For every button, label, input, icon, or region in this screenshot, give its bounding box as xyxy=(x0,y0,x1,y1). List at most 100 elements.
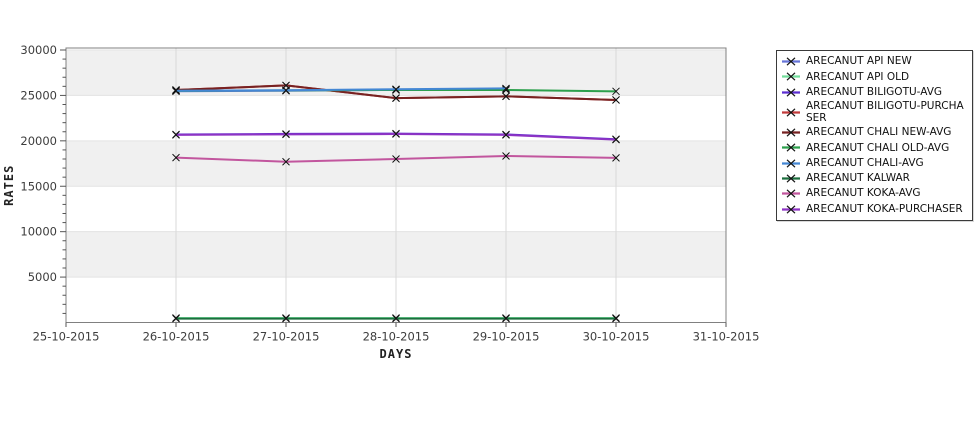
legend-item: ARECANUT CHALI-AVG xyxy=(780,155,970,170)
y-tick-label: 30000 xyxy=(20,43,57,57)
marker-stroke xyxy=(502,314,510,323)
series-line xyxy=(172,81,620,104)
data-point-marker xyxy=(612,96,620,104)
legend-item: ARECANUT CHALI NEW-AVG xyxy=(780,125,970,140)
data-point-marker xyxy=(502,152,510,160)
series-line xyxy=(172,152,620,166)
data-point-marker xyxy=(502,92,510,101)
series-marker-icon xyxy=(782,189,800,198)
data-point-marker xyxy=(282,314,290,323)
x-tick-label: 28-10-2015 xyxy=(363,330,430,344)
data-point-marker xyxy=(612,135,620,144)
series-path xyxy=(175,87,507,92)
legend-item-label: ARECANUT BILIGOTU-PURCHASER xyxy=(806,99,964,125)
x-axis-title: DAYS xyxy=(380,347,413,361)
marker-stroke xyxy=(392,314,400,323)
x-tick-label: 31-10-2015 xyxy=(693,330,760,344)
data-point-marker xyxy=(392,314,400,323)
legend-item-label: ARECANUT API NEW xyxy=(806,55,912,68)
legend-item: ARECANUT KOKA-AVG xyxy=(780,186,970,201)
y-axis: 5000 10000 15000 20000 25000 30000 xyxy=(20,43,66,314)
series-marker-icon xyxy=(782,128,800,137)
data-point-marker xyxy=(172,314,180,323)
data-point-marker xyxy=(502,84,510,93)
marker-stroke xyxy=(612,135,620,144)
data-point-marker xyxy=(172,153,180,162)
data-point-marker xyxy=(282,130,290,139)
series-marker-icon xyxy=(782,204,800,214)
data-point-marker xyxy=(392,130,400,138)
marker-stroke xyxy=(392,130,400,138)
marker-stroke xyxy=(172,86,180,95)
data-point-marker xyxy=(502,314,510,323)
y-tick-label: 25000 xyxy=(20,88,57,102)
data-point-marker xyxy=(612,154,620,162)
y-tick-label: 20000 xyxy=(20,134,57,148)
legend-item: ARECANUT API OLD xyxy=(780,69,970,84)
marker-stroke xyxy=(282,314,290,323)
data-point-marker xyxy=(502,131,510,139)
legend-item-label: ARECANUT API OLD xyxy=(806,70,910,83)
legend: ARECANUT API NEW ARECANUT API OLD ARECANUT… xyxy=(776,50,973,221)
legend-item: ARECANUT CHALI OLD-AVG xyxy=(780,140,970,155)
data-point-marker xyxy=(612,87,620,96)
data-point-marker xyxy=(282,157,290,166)
y-tick-label: 10000 xyxy=(20,225,57,239)
y-tick-label: 15000 xyxy=(20,179,57,193)
marker-stroke xyxy=(612,87,620,96)
y-tick-label: 5000 xyxy=(28,270,57,284)
data-point-marker xyxy=(392,94,400,102)
legend-item-label: ARECANUT CHALI-AVG xyxy=(806,156,924,169)
legend-item: ARECANUT API NEW xyxy=(780,54,970,69)
marker-stroke xyxy=(502,86,510,94)
legend-item-label: ARECANUT KOKA-PURCHASER xyxy=(806,202,963,215)
marker-stroke xyxy=(392,85,400,94)
marker-stroke xyxy=(392,94,400,102)
marker-stroke xyxy=(612,314,620,323)
data-point-marker xyxy=(282,86,290,95)
series-marker-icon xyxy=(782,143,800,152)
legend-item-label: ARECANUT CHALI NEW-AVG xyxy=(806,126,952,139)
series-line xyxy=(172,130,620,144)
marker-stroke xyxy=(612,154,620,162)
legend-item-label: ARECANUT CHALI OLD-AVG xyxy=(806,141,950,154)
legend-item-label: ARECANUT KOKA-AVG xyxy=(806,187,921,200)
legend-item: ARECANUT KALWAR xyxy=(780,171,970,186)
series-marker-icon xyxy=(782,174,800,183)
x-tick-label: 29-10-2015 xyxy=(473,330,540,344)
series-line xyxy=(172,314,620,323)
data-point-marker xyxy=(172,86,180,95)
marker-stroke xyxy=(172,153,180,162)
marker-stroke xyxy=(282,86,290,95)
marker-stroke xyxy=(172,314,180,323)
series-marker-icon xyxy=(782,72,800,82)
x-tick-label: 25-10-2015 xyxy=(33,330,100,344)
series-marker-icon xyxy=(782,88,800,97)
marker-stroke xyxy=(392,155,400,163)
series-line xyxy=(172,84,510,95)
x-axis: 25-10-2015 26-10-2015 27-10-2015 28-10-2015… xyxy=(33,322,760,344)
marker-stroke xyxy=(502,131,510,139)
x-tick-label: 30-10-2015 xyxy=(583,330,650,344)
legend-item-label: ARECANUT KALWAR xyxy=(806,172,910,185)
data-point-marker xyxy=(392,85,400,94)
marker-stroke xyxy=(502,92,510,101)
legend-item: ARECANUT KOKA-PURCHASER xyxy=(780,201,970,216)
marker-stroke xyxy=(502,84,510,93)
legend-item: ARECANUT BILIGOTU-AVG xyxy=(780,85,970,100)
data-point-marker xyxy=(612,314,620,323)
series-marker-icon xyxy=(782,158,800,168)
data-point-marker xyxy=(392,155,400,163)
marker-stroke xyxy=(282,130,290,139)
series-marker-icon xyxy=(782,108,800,117)
series-marker-icon xyxy=(782,57,800,66)
legend-item: ARECANUT BILIGOTU-PURCHASER xyxy=(780,100,970,125)
x-tick-label: 26-10-2015 xyxy=(143,330,210,344)
data-point-marker xyxy=(172,131,180,139)
x-tick-label: 27-10-2015 xyxy=(253,330,320,344)
y-axis-title: RATES xyxy=(2,165,16,206)
legend-item-label: ARECANUT BILIGOTU-AVG xyxy=(806,85,943,98)
marker-stroke xyxy=(282,157,290,166)
